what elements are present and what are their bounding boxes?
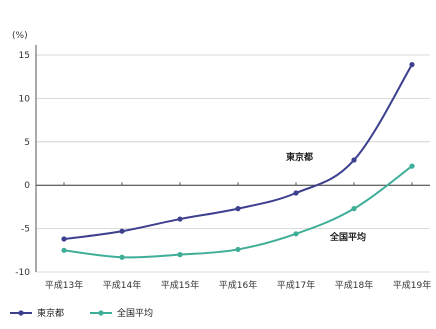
data-point	[119, 228, 125, 234]
y-tick-label: 15	[19, 51, 30, 61]
y-tick-label: 0	[24, 181, 30, 191]
legend-item: 東京都	[10, 307, 64, 319]
x-tick-label: 平成13年	[45, 279, 83, 291]
data-point	[235, 206, 241, 212]
y-tick-layer: 15 10 5 0 -5 -10	[15, 51, 30, 278]
legend-swatch-point	[18, 310, 24, 316]
series-line	[63, 165, 413, 259]
series-layer	[61, 61, 415, 260]
data-point	[409, 163, 415, 169]
data-point	[409, 61, 415, 68]
series-0	[61, 61, 415, 242]
data-point	[351, 206, 357, 212]
grid-layer	[36, 54, 430, 273]
legend: 東京都 全国平均	[10, 307, 153, 319]
x-tick-label: 平成15年	[161, 279, 199, 291]
series-1	[61, 163, 415, 260]
data-point	[293, 231, 299, 237]
x-tick-label: 平成16年	[219, 279, 257, 291]
axis-layer: (%)	[12, 31, 37, 272]
data-point	[293, 190, 299, 196]
legend-swatch-point	[98, 310, 104, 316]
x-tick-label: 平成17年	[277, 279, 315, 291]
series-annotation: 東京都	[286, 151, 313, 163]
y-tick-label: 5	[24, 138, 30, 148]
y-tick-label: -10	[15, 268, 30, 278]
data-point	[177, 216, 183, 222]
x-tick-label: 平成19年	[393, 279, 431, 291]
series-annotation: 全国平均	[329, 231, 366, 243]
x-tick-label: 平成18年	[335, 279, 373, 291]
legend-label: 東京都	[37, 307, 64, 319]
y-tick-label: -5	[21, 225, 30, 235]
data-point	[177, 252, 183, 258]
series-line	[63, 64, 413, 241]
x-tick-label: 平成14年	[103, 279, 141, 291]
legend-label: 全国平均	[117, 307, 153, 319]
x-tick-layer: 平成13年 平成14年 平成15年 平成16年 平成17年 平成18年 平成19年	[45, 182, 431, 291]
legend-item: 全国平均	[90, 307, 153, 319]
data-point	[119, 254, 125, 260]
data-point	[61, 247, 67, 253]
y-tick-label: 10	[19, 94, 31, 104]
data-point	[61, 236, 67, 242]
y-axis-unit-label: (%)	[12, 31, 28, 41]
data-point	[351, 157, 357, 163]
data-point	[235, 246, 241, 253]
